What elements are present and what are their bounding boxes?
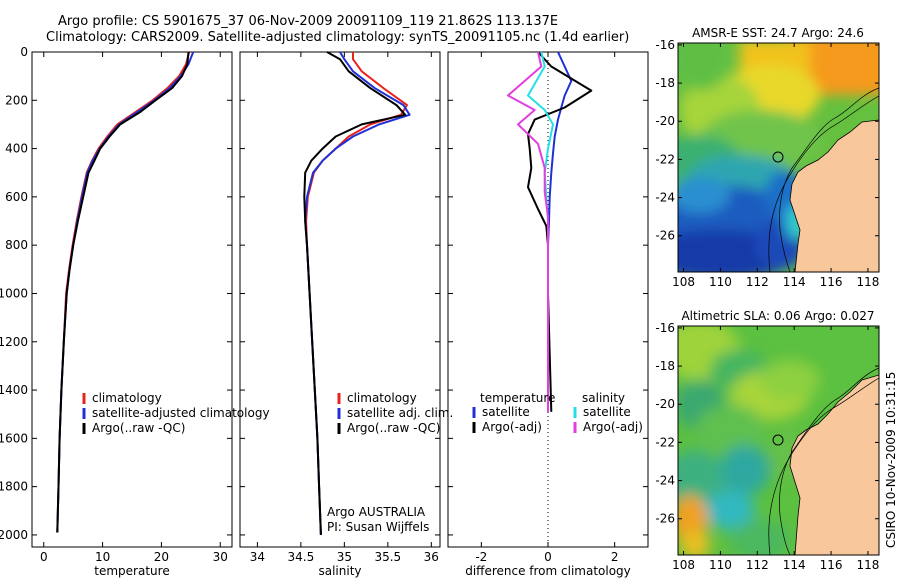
salinity-panel: 34 34.5 35 35.5 36 salinity climatologysatelli…: [239, 51, 453, 578]
map-x-tick-label: 108: [672, 275, 695, 289]
map-x-tick-label: 116: [820, 558, 843, 572]
series-line-climatology: [305, 52, 408, 535]
series-line-argo---raw--qc-: [303, 51, 407, 535]
map-x-tick-label: 114: [783, 275, 806, 289]
y-tick-label: 400: [5, 142, 28, 156]
sst-field: [678, 43, 879, 272]
legend-entry: satellite: [583, 405, 631, 419]
map-y-tick-label: -24: [655, 191, 675, 205]
annotation-pi-name: PI: Susan Wijffels: [327, 520, 429, 534]
series-line-salinity-argo--adj-: [507, 51, 549, 412]
legend-entry: Argo(..raw -QC): [92, 421, 185, 435]
map-y-tick-label: -22: [655, 152, 675, 166]
map-x-tick-label: 116: [820, 275, 843, 289]
map-x-tick-label: 112: [746, 275, 769, 289]
series-line-climatology: [56, 51, 191, 533]
figure-title-line1: Argo profile: CS 5901675_37 06-Nov-2009 …: [58, 14, 559, 29]
x-tick-label: 10: [95, 550, 110, 564]
x-axis-label: difference from climatology: [465, 564, 631, 578]
y-tick-label: 0: [20, 45, 28, 59]
figure-title-line2: Climatology: CARS2009. Satellite-adjuste…: [46, 30, 630, 45]
map-y-tick-label: -26: [655, 229, 675, 243]
sla-map-title: Altimetric SLA: 0.06 Argo: 0.027: [681, 309, 874, 323]
series-line-satellite-adj--clim-: [304, 51, 411, 535]
plot-frame: [31, 51, 233, 548]
x-tick-label: 20: [154, 550, 169, 564]
map-x-tick-label: 108: [672, 558, 695, 572]
y-tick-label: 1000: [0, 286, 28, 300]
temperature-panel: 0 10 20 30 0 200 400 600 800 1000 1200 1400 1600 1800…: [0, 45, 270, 578]
y-tick-label: 2000: [0, 528, 28, 542]
x-axis-label: salinity: [318, 564, 361, 578]
legend-entry: climatology: [347, 391, 417, 405]
sst-map-title: AMSR-E SST: 24.7 Argo: 24.6: [692, 26, 864, 40]
x-tick-label: 2: [611, 550, 619, 564]
annotation-argo-australia: Argo AUSTRALIA: [327, 505, 426, 519]
map-y-tick-label: -16: [655, 321, 675, 335]
y-tick-label: 800: [5, 238, 28, 252]
map-y-tick-label: -26: [655, 512, 675, 526]
map-x-tick-label: 110: [709, 275, 732, 289]
float-marker: [772, 151, 784, 163]
y-tick-label: 600: [5, 190, 28, 204]
legend-entry: satellite-adjusted climatology: [92, 406, 270, 420]
x-tick-label: 0: [544, 550, 552, 564]
x-tick-label: 30: [213, 550, 228, 564]
legend-entry: Argo(-adj): [482, 420, 542, 434]
map-x-tick-label: 118: [856, 558, 879, 572]
y-tick-label: 1200: [0, 335, 28, 349]
map-y-tick-label: -24: [655, 474, 675, 488]
map-x-tick-label: 118: [856, 275, 879, 289]
series-line-argo---raw--qc-: [56, 51, 190, 533]
x-tick-label: 0: [40, 550, 48, 564]
x-tick-label: -2: [475, 550, 487, 564]
y-tick-label: 1400: [0, 383, 28, 397]
map-x-tick-label: 114: [783, 558, 806, 572]
sla-field: [678, 326, 879, 555]
legend-entry: climatology: [92, 391, 162, 405]
legend-entry: Argo(-adj): [583, 420, 643, 434]
plot-frame: [239, 51, 441, 548]
sst-map: 108 110 112 114 116 118 -16 -18 -20 -22 -24 -26 AMS…: [655, 26, 880, 289]
map-y-tick-label: -20: [655, 397, 675, 411]
map-y-tick-label: -20: [655, 114, 675, 128]
sla-map: 108 110 112 114 116 118 -16 -18 -20 -22 -24 -26 Alt…: [655, 309, 880, 572]
legend-entry: Argo(..raw -QC): [347, 421, 440, 435]
map-y-tick-label: -22: [655, 435, 675, 449]
map-y-tick-label: -18: [655, 359, 675, 373]
x-tick-label: 36: [424, 550, 439, 564]
y-tick-label: 200: [5, 93, 28, 107]
x-axis-label: temperature: [94, 564, 169, 578]
y-tick-label: 1800: [0, 480, 28, 494]
series-line-satellite-adjusted-climatology: [56, 51, 195, 533]
series-line-temperature-argo--adj-: [527, 51, 593, 412]
legend-entry: satellite adj. clim.: [347, 406, 453, 420]
x-tick-label: 34.5: [288, 550, 315, 564]
map-y-tick-label: -18: [655, 76, 675, 90]
float-marker: [772, 434, 784, 446]
y-tick-label: 1600: [0, 431, 28, 445]
map-x-tick-label: 112: [746, 558, 769, 572]
x-tick-label: 35: [337, 550, 352, 564]
map-y-tick-label: -16: [655, 38, 675, 52]
map-x-tick-label: 110: [709, 558, 732, 572]
legend-entry: satellite: [482, 405, 530, 419]
legend-header-temperature: temperature: [480, 391, 555, 405]
legend-header-salinity: salinity: [582, 391, 625, 405]
x-tick-label: 35.5: [374, 550, 401, 564]
x-tick-label: 34: [250, 550, 265, 564]
